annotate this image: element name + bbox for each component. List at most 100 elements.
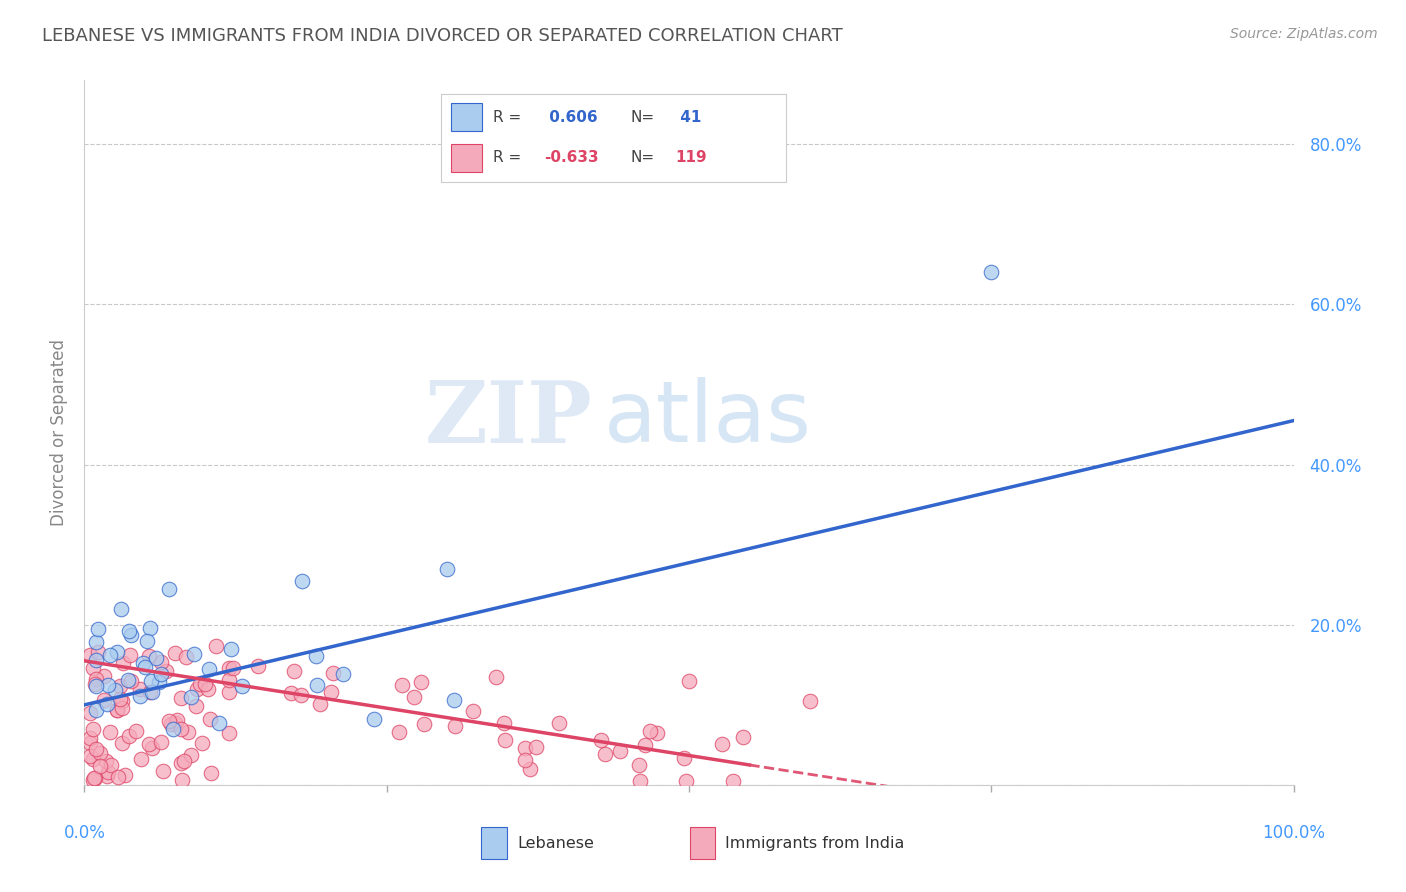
Point — [114, 768, 136, 782]
Point — [94, 754, 117, 768]
Point — [105, 645, 128, 659]
Text: 100.0%: 100.0% — [1263, 823, 1324, 842]
Point — [149, 655, 172, 669]
Point — [86, 653, 108, 667]
Point — [461, 705, 484, 719]
Point — [628, 774, 651, 789]
Point — [173, 754, 195, 768]
Point — [79, 731, 101, 745]
Point — [186, 682, 208, 697]
Point — [138, 648, 160, 663]
Point — [96, 698, 118, 712]
Point — [105, 703, 128, 717]
Point — [513, 753, 536, 767]
Point — [82, 751, 104, 765]
Point — [104, 683, 127, 698]
Point — [141, 685, 163, 699]
Point — [218, 661, 240, 675]
Point — [134, 660, 156, 674]
Point — [492, 716, 515, 731]
Point — [231, 679, 253, 693]
Point — [413, 716, 436, 731]
Point — [711, 738, 734, 752]
Point — [170, 772, 193, 787]
Point — [593, 747, 616, 761]
Point — [548, 715, 571, 730]
Point — [117, 673, 139, 687]
Point — [96, 769, 118, 783]
Point — [219, 641, 242, 656]
Point — [305, 678, 328, 692]
Point — [218, 685, 240, 699]
Point — [283, 665, 305, 679]
Point — [515, 740, 537, 755]
Point — [197, 662, 219, 676]
Point — [87, 623, 110, 637]
Point — [731, 730, 754, 744]
Point — [485, 671, 508, 685]
Point — [128, 682, 150, 697]
Point — [86, 703, 108, 717]
Point — [332, 667, 354, 681]
Point — [200, 712, 222, 726]
Point — [107, 770, 129, 784]
Point — [163, 715, 186, 730]
Point — [118, 729, 141, 743]
Point — [402, 690, 425, 704]
Point — [84, 742, 107, 756]
Point — [190, 677, 212, 691]
Point — [82, 772, 104, 787]
Point — [120, 627, 142, 641]
Point — [180, 690, 202, 704]
Point — [436, 562, 458, 576]
Point — [444, 719, 467, 733]
Point — [86, 679, 108, 693]
Point — [120, 648, 142, 663]
Point — [166, 713, 188, 727]
Point — [84, 677, 107, 691]
Point — [222, 661, 245, 675]
Point — [79, 648, 101, 662]
Point — [205, 639, 228, 653]
Point — [79, 749, 101, 764]
Point — [112, 656, 135, 670]
Point — [84, 771, 107, 785]
Point — [110, 601, 132, 615]
Point — [129, 690, 152, 704]
Point — [93, 669, 115, 683]
Point — [145, 650, 167, 665]
Point — [84, 672, 107, 686]
Point — [118, 624, 141, 638]
Point — [150, 735, 173, 749]
Point — [82, 661, 104, 675]
Text: atlas: atlas — [605, 377, 813, 460]
Point — [494, 733, 516, 747]
Point — [111, 693, 134, 707]
Point — [86, 645, 108, 659]
Point — [155, 664, 177, 678]
Point — [197, 681, 219, 696]
Point — [191, 736, 214, 750]
Point — [391, 678, 413, 692]
Point — [519, 762, 541, 776]
Point — [141, 674, 163, 689]
Text: 0.0%: 0.0% — [63, 823, 105, 842]
Point — [673, 750, 696, 764]
Point — [589, 733, 612, 747]
Point — [524, 740, 547, 755]
Point — [157, 582, 180, 596]
Point — [86, 634, 108, 648]
Point — [125, 723, 148, 738]
Point — [183, 647, 205, 661]
Point — [638, 723, 661, 738]
Point — [150, 667, 173, 681]
Point — [83, 771, 105, 785]
Point — [138, 737, 160, 751]
Point — [678, 673, 700, 688]
Point — [89, 746, 111, 760]
Text: ZIP: ZIP — [425, 376, 592, 460]
Point — [169, 756, 191, 770]
Point — [980, 265, 1002, 279]
Point — [79, 706, 101, 720]
Point — [159, 717, 181, 731]
